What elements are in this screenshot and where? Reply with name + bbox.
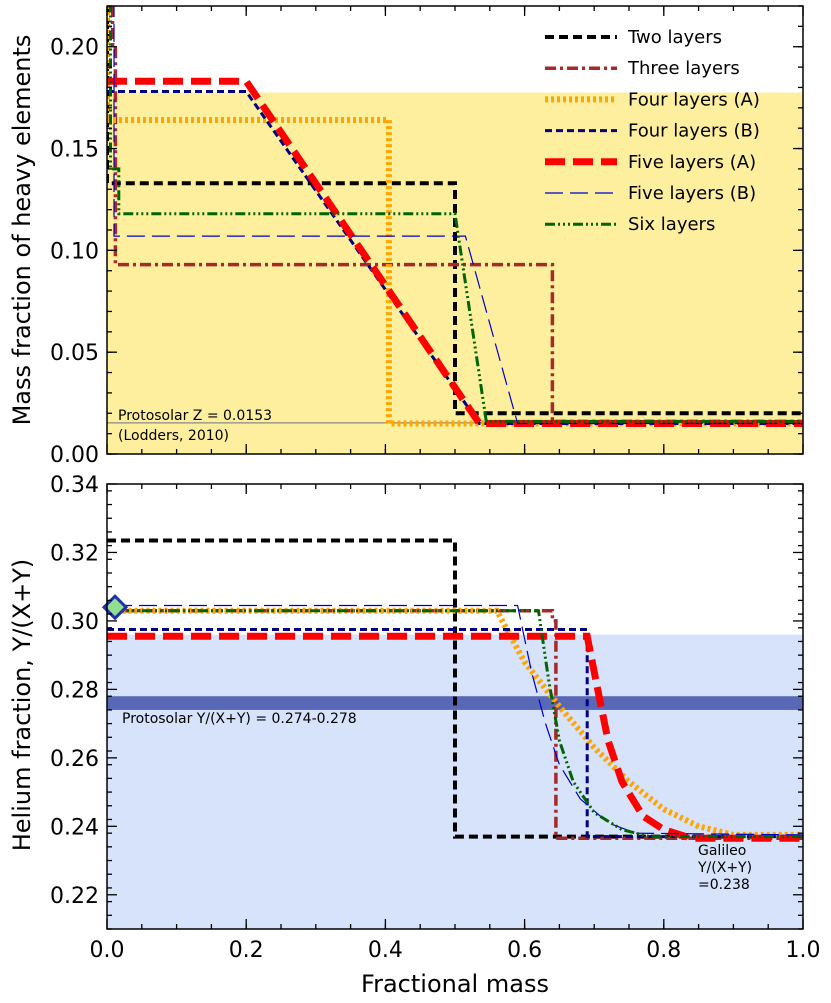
bot-ytick-label: 0.30	[50, 610, 99, 635]
legend: Two layers Three layers Four layers (A) Fou…	[545, 27, 760, 235]
legend-label-six-layers: Six layers	[628, 214, 715, 235]
lodders-citation: (Lodders, 2010)	[118, 428, 229, 444]
helium-fraction-panel: 0.22 0.24 0.26 0.28 0.30 0.32 0.34 0.0 0.2 0.4 0.…	[8, 473, 821, 998]
bot-ytick-label: 0.32	[50, 541, 99, 566]
x-axis-title: Fractional mass	[361, 970, 549, 998]
bot-series-five-layers-a	[107, 632, 803, 842]
top-ytick-label: 0.05	[50, 341, 99, 366]
top-series-six-layers	[107, 6, 803, 423]
legend-label-two-layers: Two layers	[627, 27, 722, 48]
bot-ytick-label: 0.22	[50, 884, 99, 909]
legend-label-three-layers: Three layers	[627, 58, 740, 79]
bot-series-four-layers-b	[107, 628, 803, 839]
xtick-label: 0.8	[646, 938, 681, 963]
galileo-annotation-ratio: Y/(X+Y)	[697, 860, 752, 876]
xtick-label: 1.0	[786, 938, 821, 963]
heavy-elements-fill	[107, 92, 803, 454]
galileo-annotation-value: =0.238	[698, 877, 750, 893]
legend-label-four-layers-a: Four layers (A)	[628, 89, 760, 110]
bot-ytick-label: 0.28	[50, 678, 99, 703]
protosolar-helium-annotation: Protosolar Y/(X+Y) = 0.274-0.278	[122, 711, 357, 727]
galileo-annotation-label: Galileo	[698, 843, 746, 859]
bot-ytick-label: 0.34	[50, 473, 99, 498]
bot-ytick-label: 0.26	[50, 747, 99, 772]
legend-label-five-layers-a: Five layers (A)	[628, 152, 756, 173]
top-y-axis-title: Mass fraction of heavy elements	[8, 35, 36, 426]
bot-series-six-layers	[114, 609, 803, 839]
legend-label-five-layers-b: Five layers (B)	[628, 183, 756, 204]
top-series-two-layers	[107, 6, 803, 416]
heavy-elements-panel: 0.00 0.05 0.10 0.15 0.20 Protosolar Z = 0.01…	[8, 5, 804, 468]
legend-label-four-layers-b: Four layers (B)	[628, 121, 760, 142]
bot-ytick-label: 0.24	[50, 815, 99, 840]
top-series-five-layers-b	[107, 6, 803, 425]
top-ytick-label: 0.00	[50, 443, 99, 468]
top-ytick-label: 0.20	[50, 36, 99, 61]
protosolar-z-annotation: Protosolar Z = 0.0153	[118, 408, 272, 424]
bottom-y-axis-title: Helium fraction, Y/(X+Y)	[8, 559, 36, 852]
top-ytick-label: 0.15	[50, 138, 99, 163]
top-plot-frame	[106, 5, 804, 455]
xtick-label: 0.4	[368, 938, 403, 963]
xtick-label: 0.2	[229, 938, 264, 963]
top-ytick-label: 0.10	[50, 239, 99, 264]
xtick-label: 0.6	[507, 938, 542, 963]
xtick-label: 0.0	[90, 938, 125, 963]
bottom-plot-frame	[106, 483, 804, 930]
